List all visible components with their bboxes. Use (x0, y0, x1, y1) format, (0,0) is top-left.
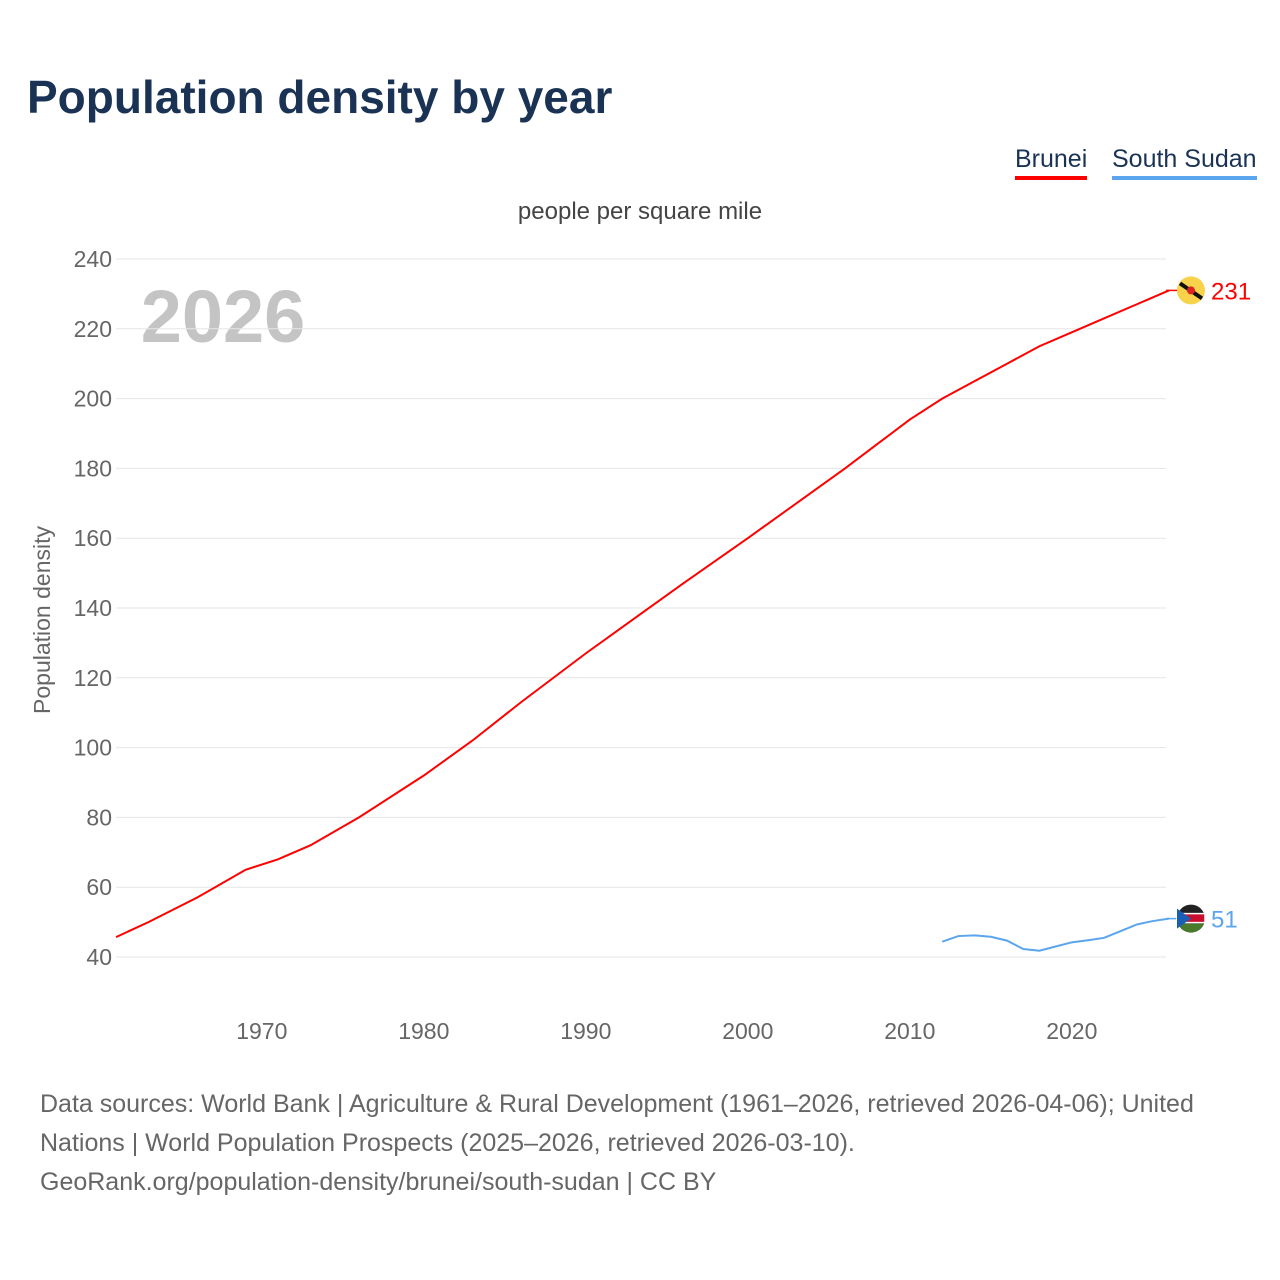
y-tick-label: 240 (74, 246, 112, 272)
y-tick-label: 100 (74, 735, 112, 761)
x-tick-label: 2000 (722, 1018, 773, 1044)
legend-south-sudan[interactable]: South Sudan (1112, 145, 1257, 180)
year-watermark: 2026 (141, 275, 306, 358)
y-tick-label: 160 (74, 525, 112, 551)
x-tick-label: 2010 (884, 1018, 935, 1044)
x-tick-label: 1980 (398, 1018, 449, 1044)
flag-emblem (1187, 286, 1195, 295)
y-tick-label: 180 (74, 455, 112, 481)
legend-brunei[interactable]: Brunei (1015, 145, 1088, 180)
flag-triangle (1177, 908, 1191, 929)
x-tick-label: 2020 (1046, 1018, 1097, 1044)
series-line-brunei (115, 289, 1170, 939)
y-tick-label: 40 (86, 944, 112, 970)
y-tick-label: 60 (86, 874, 112, 900)
y-tick-label: 80 (86, 804, 112, 830)
y-tick-label: 200 (74, 386, 112, 412)
sources-text: Data sources: World Bank | Agriculture &… (40, 1090, 1194, 1157)
chart-subtitle: people per square mile (517, 198, 763, 225)
y-tick-label: 140 (74, 595, 112, 621)
y-tick-label: 220 (74, 316, 112, 342)
series-line-south-sudan (941, 917, 1170, 952)
data-sources: Data sources: World Bank | Agriculture &… (40, 1085, 1250, 1202)
end-value-label: 231 (1211, 278, 1251, 305)
y-tick-label: 120 (74, 665, 112, 691)
flag-stripe (1178, 923, 1204, 933)
end-value-label: 51 (1211, 907, 1238, 934)
y-axis-label: Population density (29, 526, 55, 714)
chart-title: Population density by year (27, 71, 613, 123)
x-tick-label: 1990 (560, 1018, 611, 1044)
x-tick-label: 1970 (236, 1018, 287, 1044)
source-url[interactable]: GeoRank.org/population-density/brunei/so… (40, 1168, 717, 1196)
